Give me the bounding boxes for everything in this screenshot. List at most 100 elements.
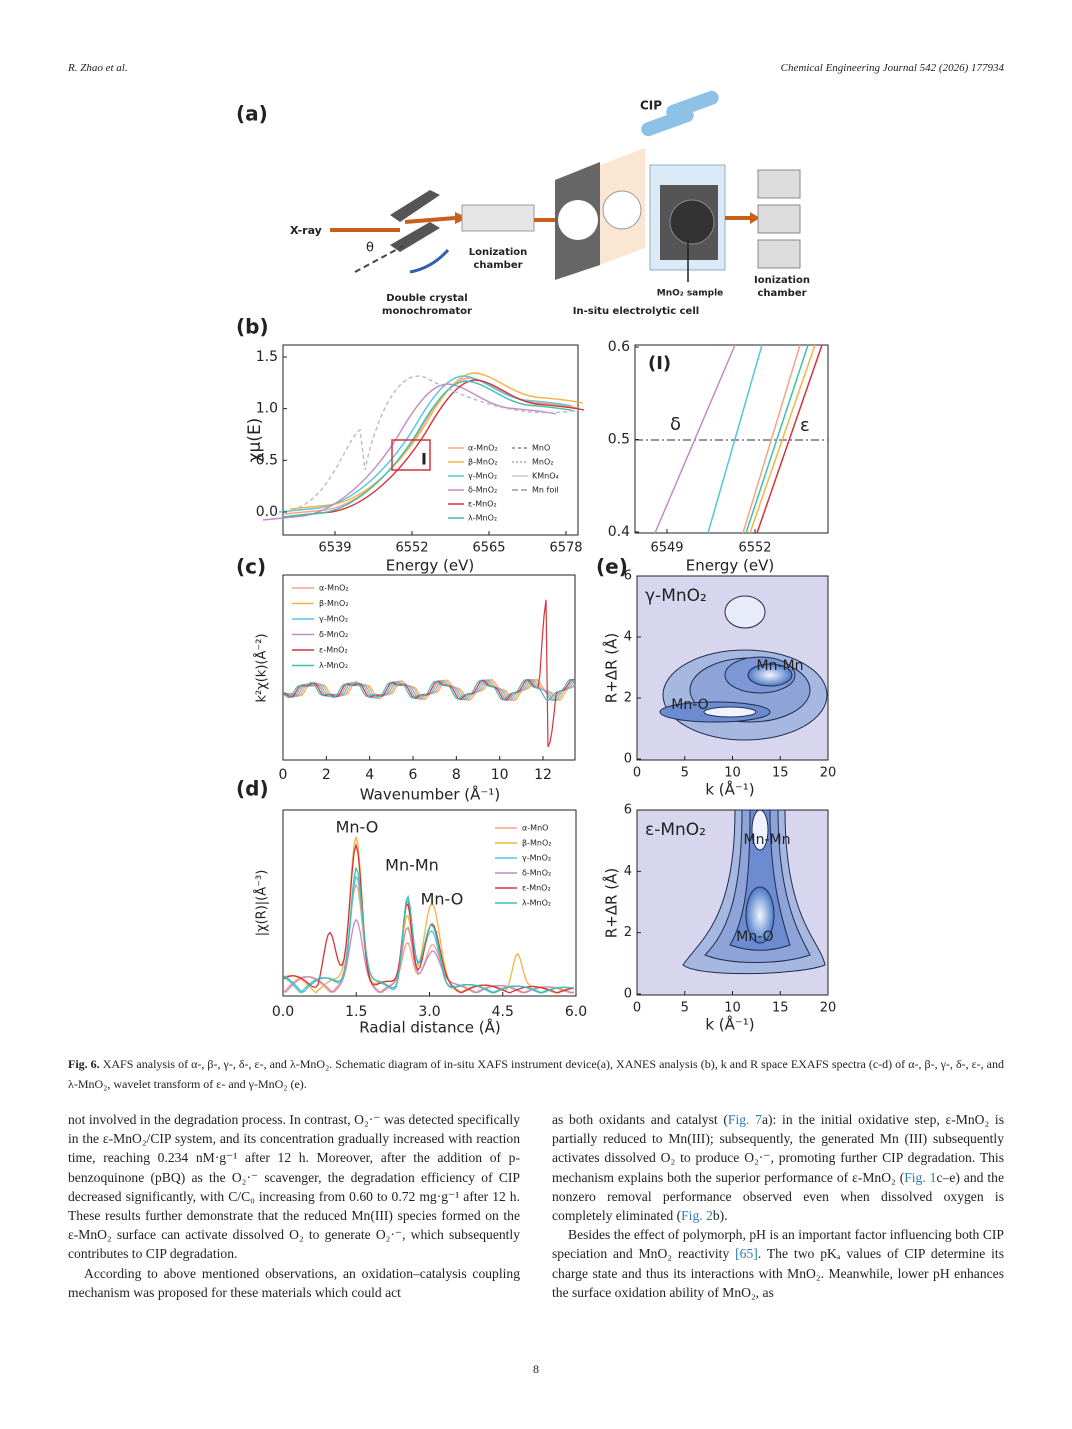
text: Besides the effect of polymorph, pH is a…: [552, 1227, 1004, 1262]
panel-label: (e): [596, 555, 628, 579]
text: b).: [712, 1208, 728, 1224]
paragraph: as both oxidants and catalyst (Fig. 7a):…: [552, 1110, 1004, 1225]
x-tick-label: 0.0: [272, 1004, 294, 1020]
figure-text: k (Å⁻¹): [705, 1015, 754, 1034]
legend-entry: δ-MnO₂: [468, 486, 497, 495]
legend-entry: α-MnO₂: [468, 444, 498, 453]
plot-frame: [282, 344, 579, 536]
x-tick-label: 15: [772, 766, 789, 781]
x-tick-label: 4: [365, 767, 374, 783]
figure-text: monochromator: [382, 306, 472, 317]
figure-text: γ-MnO₂: [645, 586, 707, 606]
y-tick-label: 0.4: [608, 524, 630, 540]
figure-text: k (Å⁻¹): [705, 780, 754, 799]
legend-entry: KMnO₄: [532, 472, 559, 481]
figure-text: Lonization: [469, 247, 528, 258]
x-tick-label: 0: [633, 1001, 641, 1016]
figure-text: Mn-O: [336, 818, 379, 837]
legend-entry: γ-MnO₂: [522, 854, 551, 863]
x-tick-label: 6552: [738, 541, 771, 556]
text: c–e) and the nonzero removal performance…: [552, 1169, 1004, 1224]
schematic: [330, 90, 801, 282]
axis-label: χμ(E): [245, 418, 265, 463]
x-tick-label: 0: [633, 766, 641, 781]
wavelet-contour: [659, 595, 828, 741]
figure-text: MnO₂ sample: [657, 289, 724, 299]
y-tick-label: 0.6: [608, 339, 630, 355]
legend-entry: λ-MnO₂: [522, 899, 551, 908]
y-tick-label: 0: [624, 752, 632, 767]
figure-text: chamber: [757, 288, 806, 299]
paragraph: According to above mentioned observation…: [68, 1264, 520, 1302]
x-tick-label: 15: [772, 1001, 789, 1016]
legend-entry: ε-MnO₂: [319, 646, 348, 655]
panel-label: (d): [236, 777, 269, 801]
figure-text: Mn-O: [671, 697, 708, 713]
page-number: 8: [533, 1362, 539, 1376]
x-tick-label: 10: [724, 1001, 741, 1016]
y-tick-label: 6: [624, 803, 632, 818]
axis-label: |χ(R)|(Å⁻³): [254, 870, 270, 937]
spectrum-curve: [283, 918, 575, 994]
x-tick-label: 6549: [650, 541, 683, 556]
spectrum-curve: [283, 678, 575, 702]
x-tick-label: 3.0: [418, 1004, 440, 1020]
y-tick-label: 1.5: [256, 349, 278, 365]
figure-text: X-ray: [290, 224, 322, 237]
legend-entry: γ-MnO₂: [468, 472, 497, 481]
inset-curves: [654, 344, 823, 534]
figure-text: I: [421, 450, 427, 469]
running-head-journal: Chemical Engineering Journal 542 (2026) …: [780, 62, 1004, 74]
y-tick-label: 4: [624, 630, 632, 645]
legend-entry: MnO₂: [532, 458, 553, 467]
axis-label: k²χ(k)(Å⁻²): [254, 633, 270, 702]
y-tick-label: 0.5: [256, 452, 278, 468]
x-tick-label: 4.5: [492, 1004, 514, 1020]
figure-text: Wavenumber (Å⁻¹): [360, 785, 500, 804]
figure-link[interactable]: Fig. 1: [904, 1169, 937, 1185]
figure-text: Mn-Mn: [385, 856, 439, 875]
legend-entry: α-MnO: [522, 824, 548, 833]
x-tick-label: 10: [724, 766, 741, 781]
x-tick-label: 6.0: [565, 1004, 587, 1020]
figure-text: Mn-O: [736, 929, 773, 945]
y-tick-label: 0.5: [608, 432, 630, 448]
spectrum-curve: [283, 866, 575, 994]
legend-entry: γ-MnO₂: [319, 615, 348, 624]
exafs-k-curves: [283, 599, 575, 748]
legend-entry: ε-MnO₂: [468, 500, 497, 509]
figure-text: (I): [648, 353, 671, 374]
x-tick-label: 5: [681, 766, 689, 781]
panel-label: (a): [236, 102, 268, 126]
figure-text: δ: [670, 414, 681, 435]
reference-link[interactable]: [65]: [735, 1246, 758, 1262]
paragraph: not involved in the degradation process.…: [68, 1110, 520, 1264]
exafs-r-curves: [283, 836, 575, 994]
figure-text: Energy (eV): [386, 557, 474, 575]
legend-entry: λ-MnO₂: [319, 661, 348, 670]
figure-text: Ionization: [754, 275, 810, 286]
text: According to above mentioned observation…: [68, 1265, 520, 1300]
legend-entry: ε-MnO₂: [522, 884, 551, 893]
x-tick-label: 20: [820, 1001, 837, 1016]
wavelet-contour: [682, 809, 826, 975]
running-head-authors: R. Zhao et al.: [68, 62, 128, 74]
figure-text: Mn-O: [421, 890, 464, 909]
x-tick-label: 10: [491, 767, 509, 783]
figure-text: Energy (eV): [686, 557, 774, 575]
y-tick-label: 0: [624, 987, 632, 1002]
x-tick-label: 1.5: [345, 1004, 367, 1020]
legend-entry: β-MnO₂: [319, 599, 348, 608]
panel-label: (b): [236, 315, 269, 339]
figure-link[interactable]: Fig. 2: [681, 1208, 713, 1224]
caption-text: XAFS analysis of α-, β-, γ-, δ-, ε-, and…: [68, 1057, 1005, 1091]
legend-entry: α-MnO₂: [319, 584, 349, 593]
text: not involved in the degradation process.…: [68, 1112, 520, 1262]
y-tick-label: 1.0: [256, 401, 278, 417]
x-tick-label: 0: [279, 767, 288, 783]
figure-link[interactable]: Fig. 7: [727, 1112, 762, 1127]
legend-entry: β-MnO₂: [468, 458, 497, 467]
legend-entry: λ-MnO₂: [468, 514, 497, 523]
plot-frame: [282, 574, 576, 761]
